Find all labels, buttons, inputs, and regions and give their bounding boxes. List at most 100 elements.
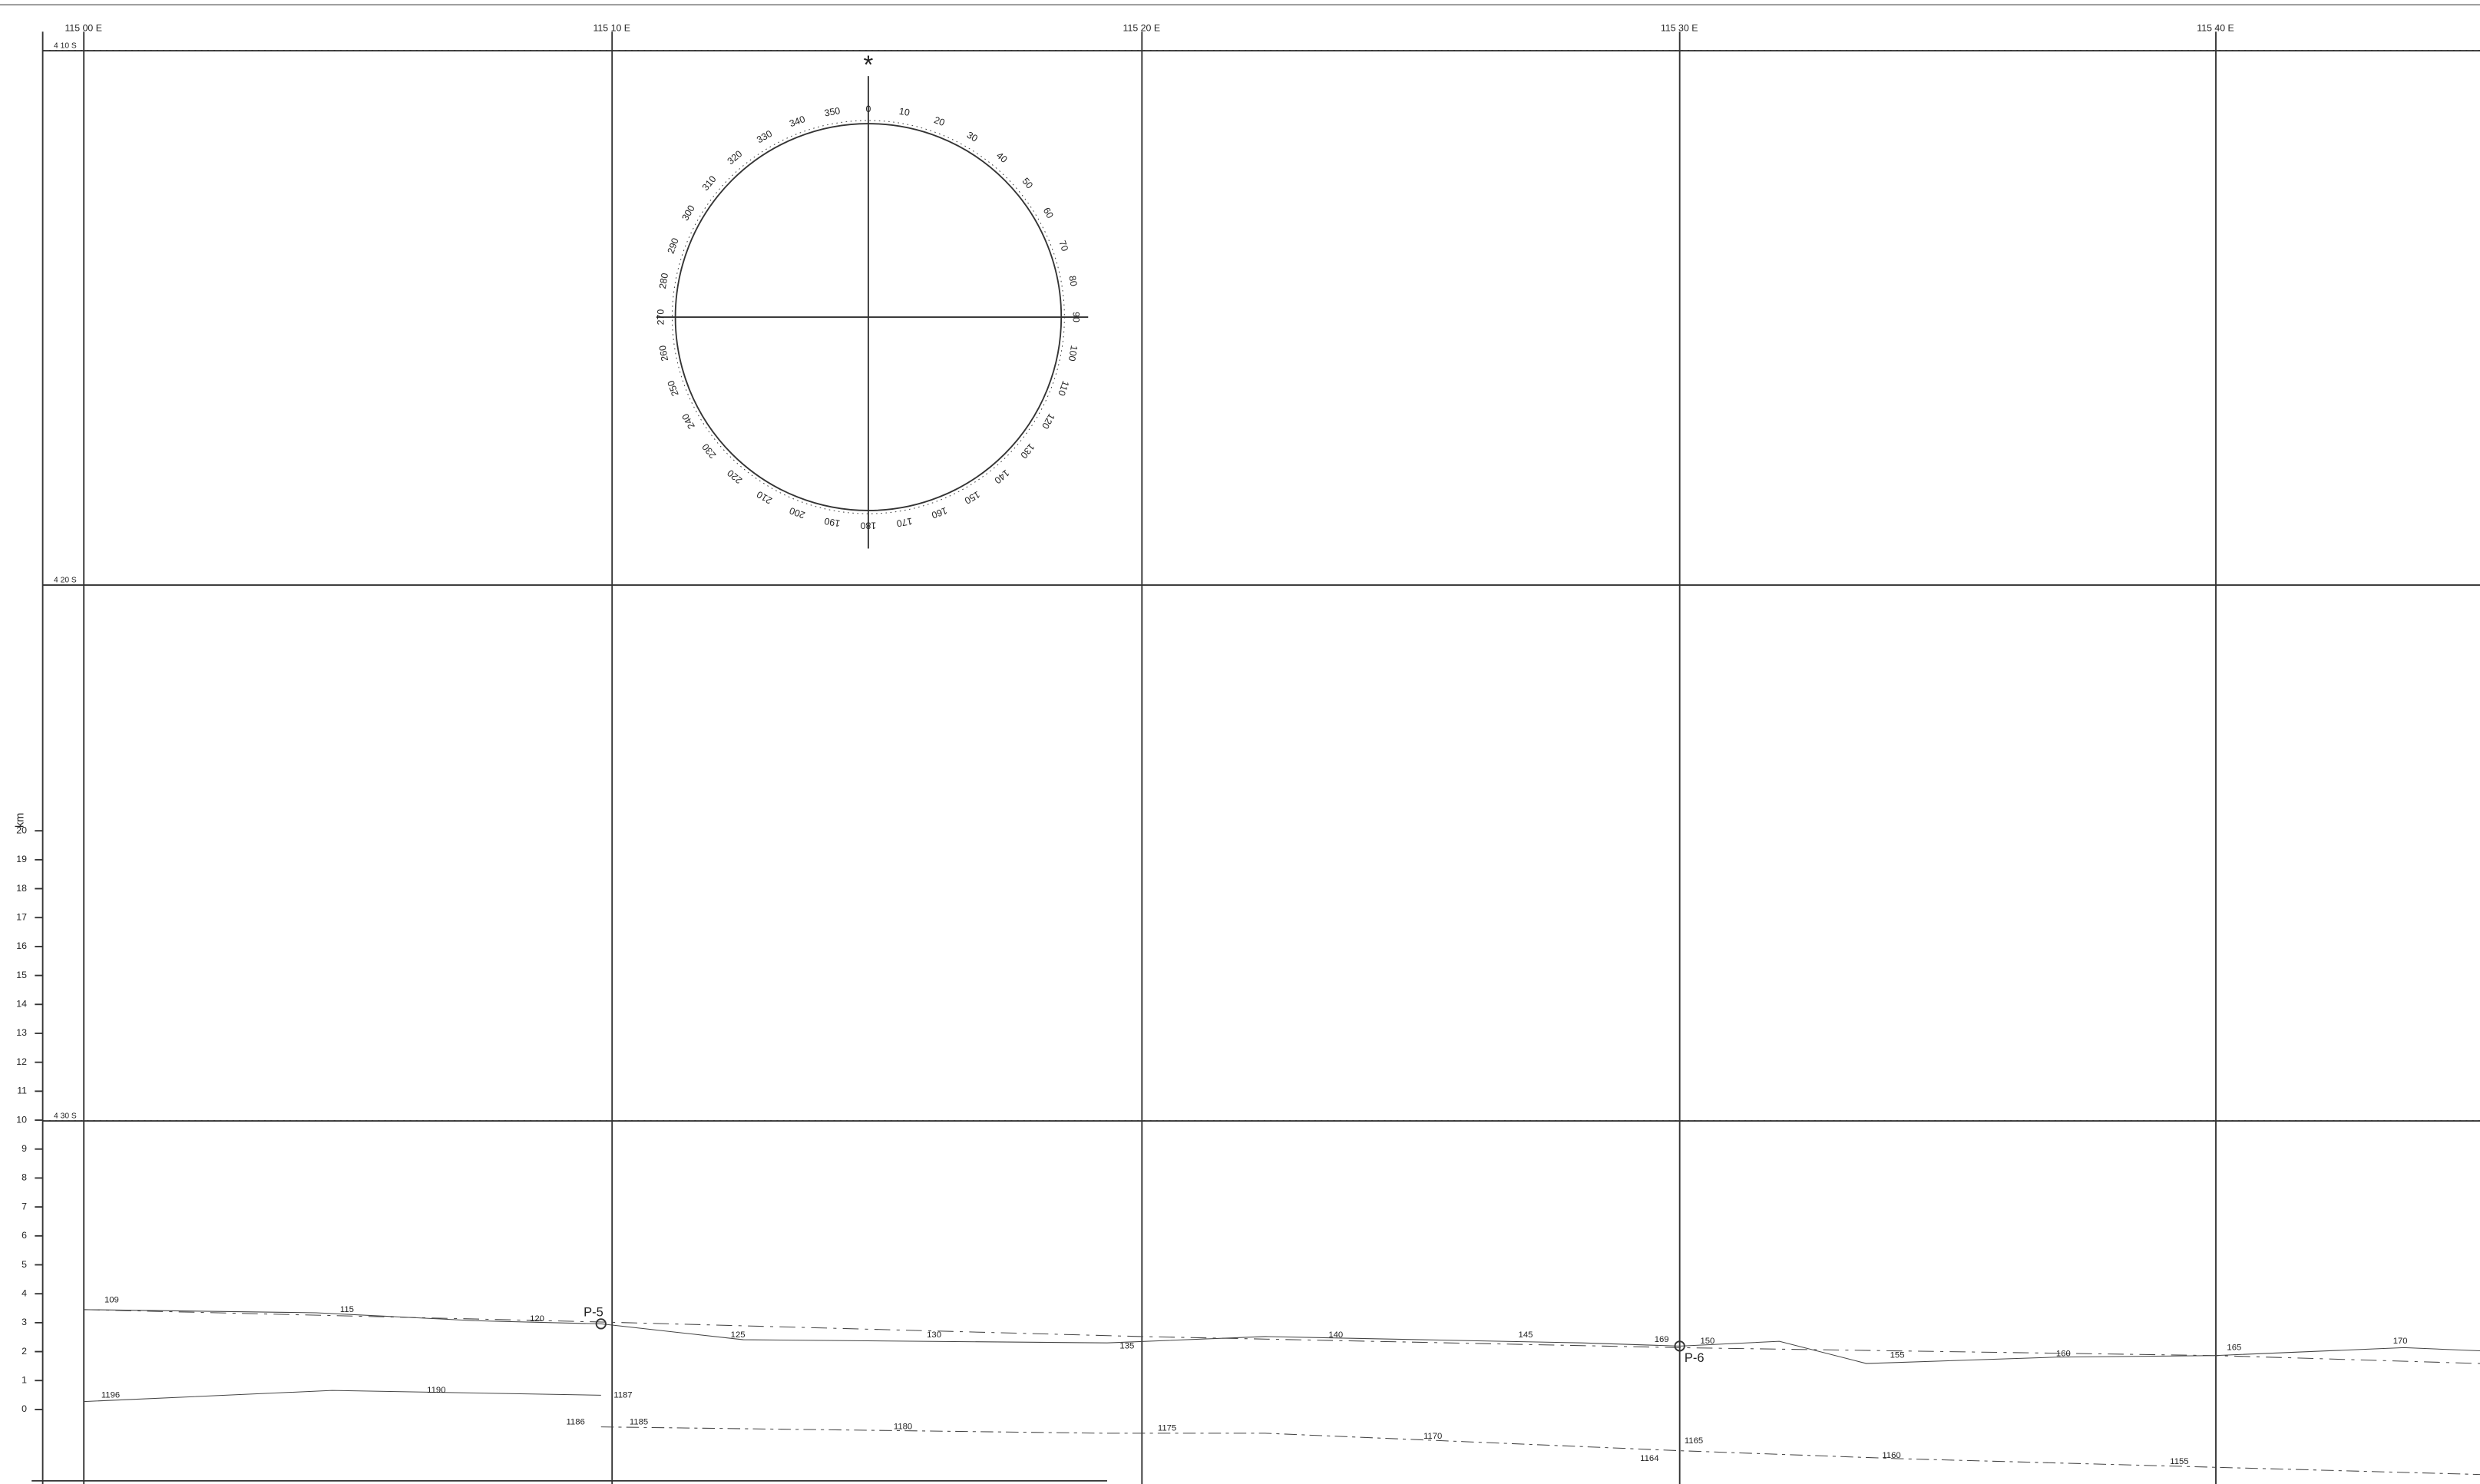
bearing-label: 170 [895,515,913,528]
track-label: 1164 [1640,1454,1658,1463]
longitude-label: 115 20 E [1123,22,1161,33]
bearing-label: 230 [700,441,719,461]
bearing-label: 110 [1056,379,1071,397]
longitude-label: 115 40 E [2197,22,2234,33]
station-label: P-5 [584,1305,603,1319]
track-label: 1196 [101,1390,120,1400]
track-label: 1180 [894,1423,912,1432]
scale-tick-label: 4 [21,1287,27,1298]
bearing-label: 280 [657,272,670,289]
scale-tick-label: 12 [16,1056,27,1067]
bearing-label: 310 [700,174,719,193]
bearing-label: 60 [1041,206,1056,220]
bearing-label: 0 [865,104,871,114]
tracks [84,1309,2480,1476]
compass-rose [656,76,1089,549]
bearing-label: 210 [755,489,774,507]
longitude-label: 115 10 E [593,22,630,33]
bearing-label: 320 [726,148,745,167]
bearing-label: 190 [823,515,841,528]
bearing-label: 80 [1066,275,1079,287]
bearing-label: 240 [680,411,696,431]
bearing-label: 160 [930,505,948,521]
track-label: 115 [340,1305,354,1314]
scale-tick-label: 20 [16,825,27,835]
grid [0,4,2480,1484]
latitude-label: 4 30 S [54,1112,77,1121]
bearing-label: 220 [726,468,745,486]
track-label: 120 [530,1314,544,1324]
track-label: 1190 [427,1386,445,1395]
scale-tick-label: 15 [16,970,27,980]
bearing-label: 330 [755,128,774,146]
bearing-label: 70 [1056,239,1070,253]
track-label: 1186 [566,1417,584,1426]
track-label: 170 [2393,1337,2408,1346]
track-label: 1160 [1882,1451,1900,1460]
bearing-label: 120 [1040,411,1056,431]
track-label: 135 [1119,1341,1134,1350]
track-label: 1155 [2170,1457,2188,1466]
bearing-label: 250 [666,379,681,398]
bearing-label: 290 [666,236,681,255]
scale-tick-label: 7 [21,1201,27,1211]
scale-tick-label: 5 [21,1259,27,1270]
scale-tick-label: 10 [16,1114,27,1125]
bearing-label: 40 [994,150,1010,165]
longitude-label: 115 30 E [1661,22,1698,33]
track-label: 165 [2227,1343,2241,1352]
track-label: 109 [104,1295,119,1304]
bearing-label: 50 [1020,176,1035,191]
track-label: 130 [927,1330,941,1340]
scale-tick-label: 13 [16,1027,27,1038]
track-label: 1175 [1158,1424,1176,1433]
scale-tick-label: 6 [21,1230,27,1241]
latitude-label: 4 20 S [54,577,77,585]
track-label: 125 [731,1330,746,1340]
scale-unit: km [15,813,27,828]
track-label: 1165 [1685,1436,1703,1446]
longitude-label: 115 00 E [64,22,102,33]
bearing-label: 180 [860,520,876,530]
scale-tick-label: 9 [21,1143,27,1154]
track-label: 169 [1655,1335,1669,1344]
bearing-label: 150 [963,489,982,507]
track-label: 145 [1519,1330,1533,1340]
bearing-label: 10 [898,106,911,118]
bearing-label: 90 [1071,312,1082,322]
north-marker: * [863,50,873,78]
track-label: 140 [1328,1330,1343,1340]
scale-tick-label: 18 [16,883,27,894]
bearing-label: 270 [655,309,666,326]
bearing-label: 20 [933,114,947,128]
bearing-label: 30 [965,130,980,144]
bearing-label: 300 [680,203,696,223]
track-label: 1187 [613,1390,632,1400]
bearing-label: 340 [788,114,806,129]
bearing-label: 100 [1066,345,1080,362]
bearing-label: 140 [992,468,1011,486]
scale-tick-label: 17 [16,911,27,922]
scale-tick-label: 1 [21,1375,27,1386]
track-label: 155 [1890,1351,1905,1360]
bearing-label: 350 [824,105,842,118]
bearing-label: 260 [657,345,670,362]
track-label: 1185 [630,1417,648,1426]
scale-tick-label: 3 [21,1317,27,1327]
scale-tick-label: 0 [21,1403,27,1414]
bearing-label: 130 [1018,441,1037,461]
scale-tick-label: 2 [21,1346,27,1357]
track-label: 150 [1700,1337,1715,1346]
track-label: 1170 [1424,1432,1442,1441]
track-label: 160 [2056,1350,2071,1359]
scale-tick-label: 16 [16,940,27,951]
scale-tick-label: 19 [16,854,27,864]
scale-tick-label: 8 [21,1172,27,1183]
station-label: P-6 [1685,1351,1705,1365]
scale-tick-label: 14 [16,999,27,1010]
scale-tick-label: 11 [17,1086,27,1096]
latitude-label: 4 10 S [54,42,77,51]
bearing-label: 200 [788,505,806,521]
